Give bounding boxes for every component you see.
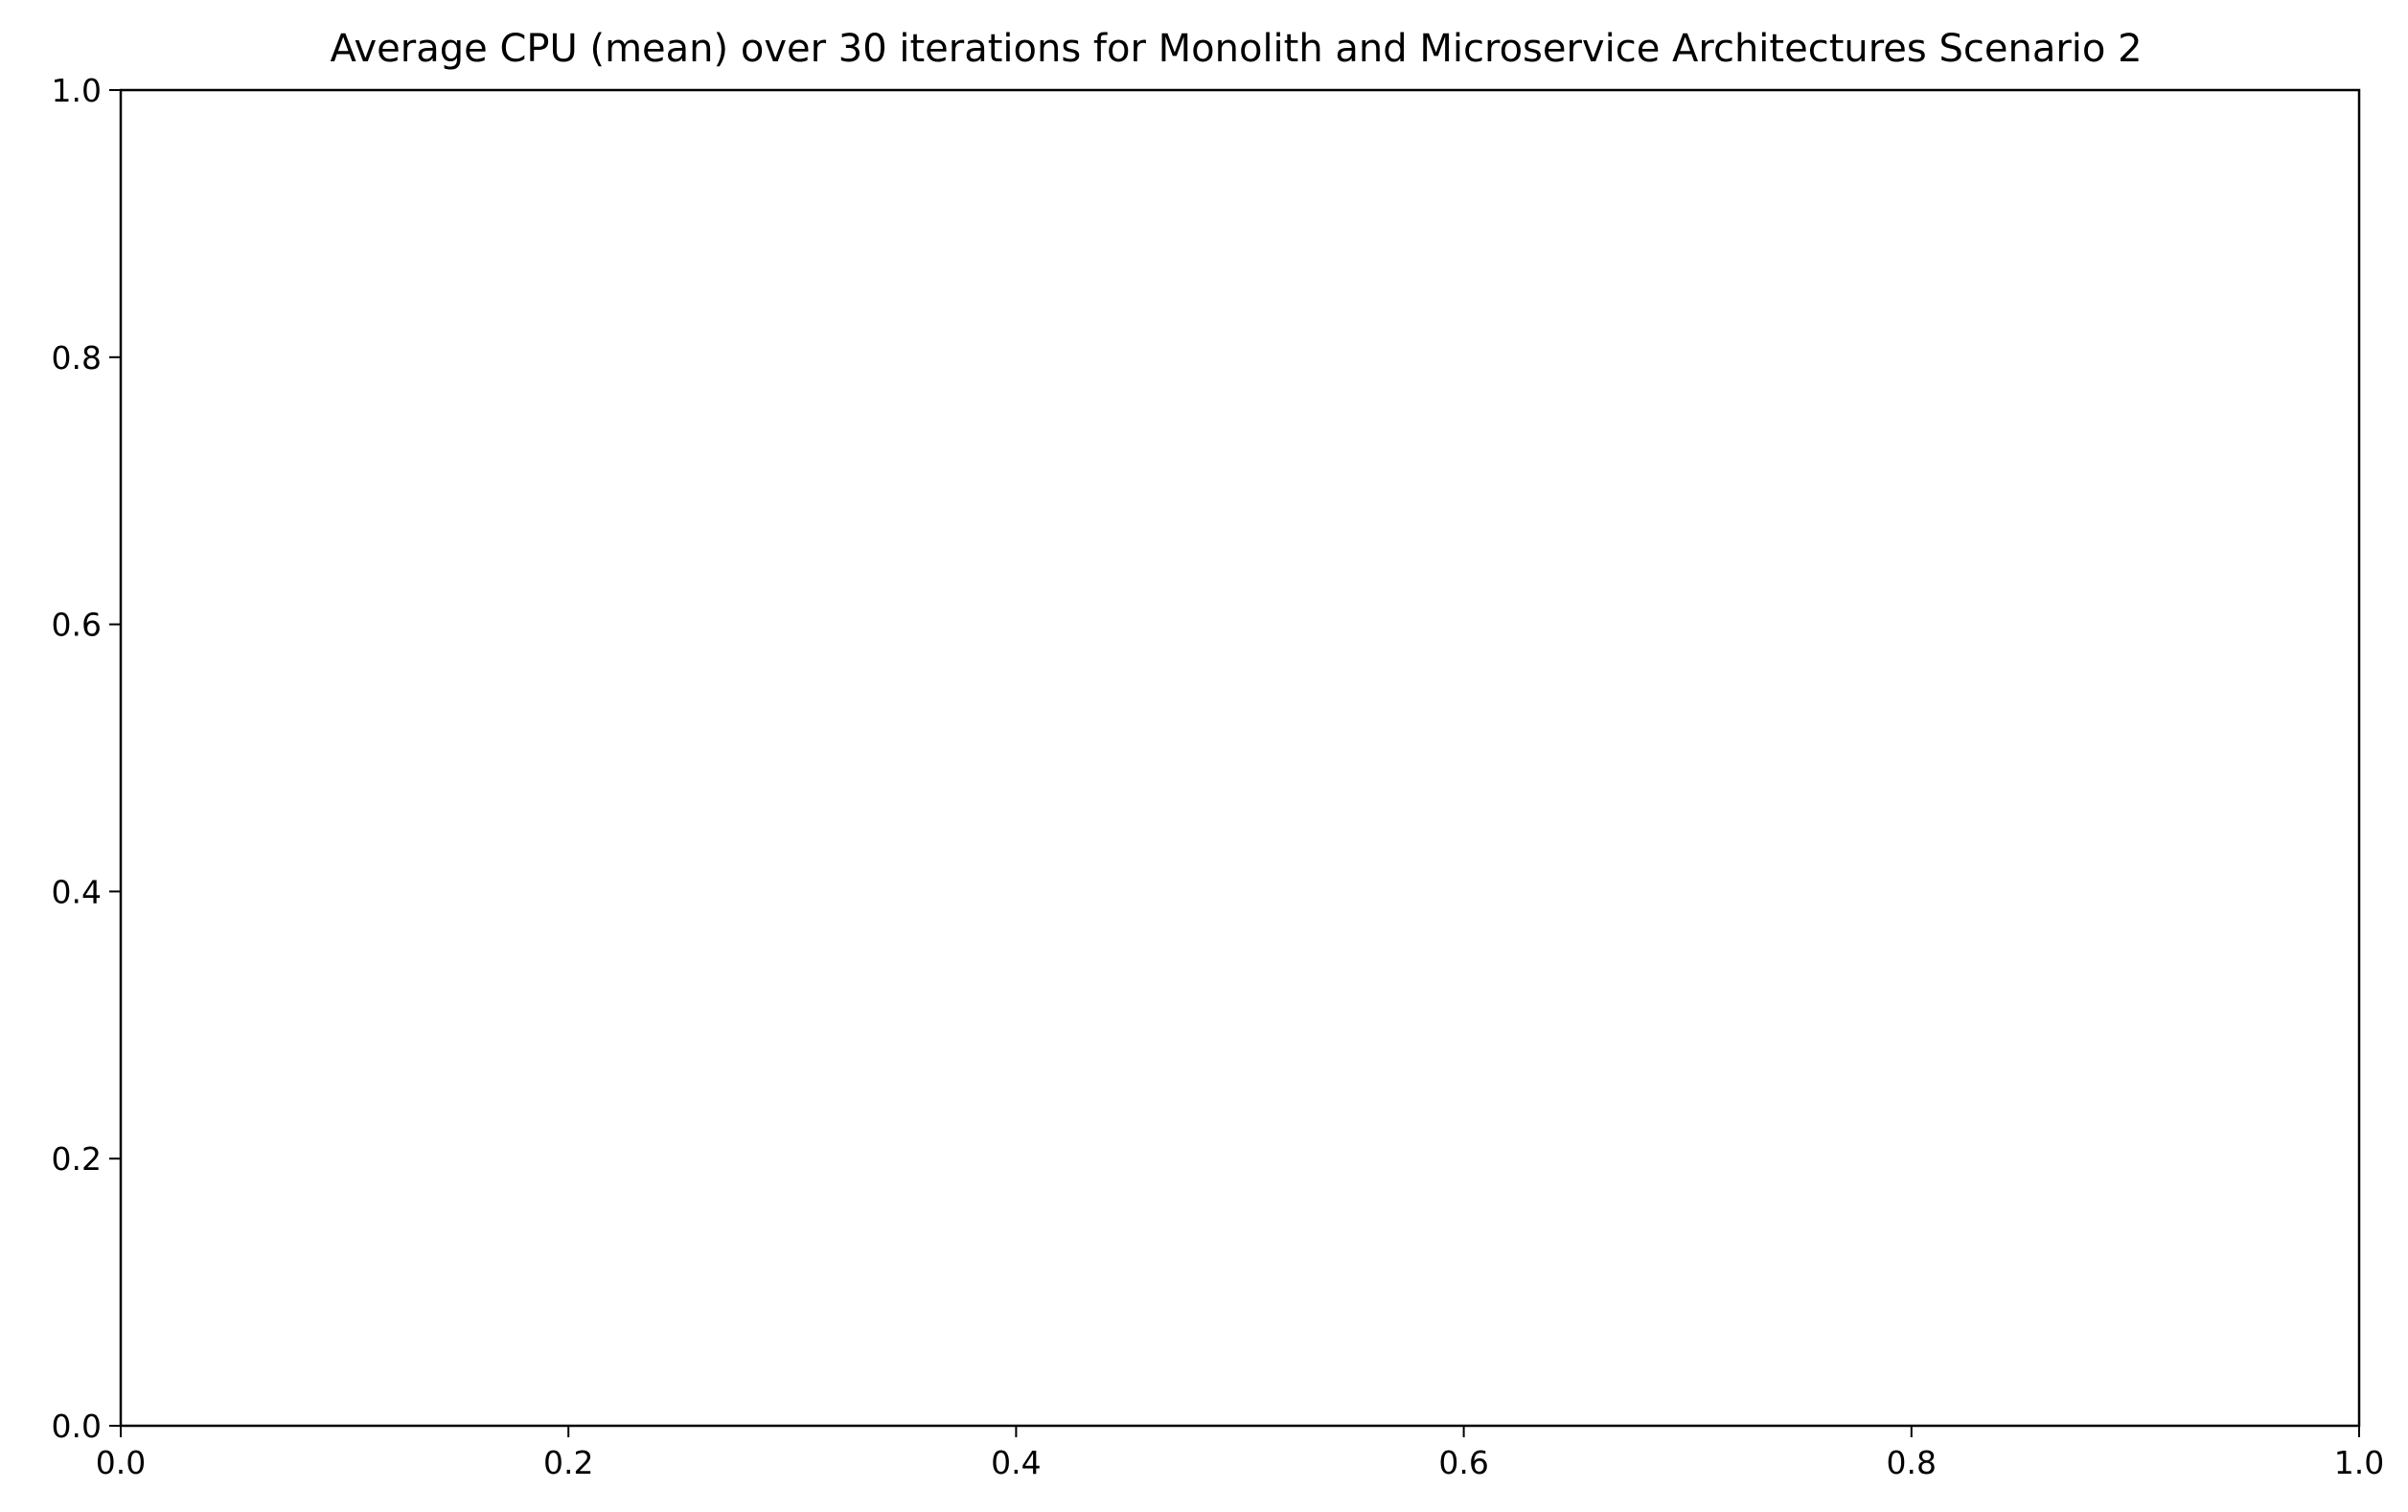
x-tick-label: 0.2 (543, 1444, 593, 1481)
x-tick-label: 1.0 (2334, 1444, 2384, 1481)
x-tick-label: 0.6 (1438, 1444, 1488, 1481)
y-axis: 0.0 0.2 0.4 0.6 0.8 1.0 (52, 72, 121, 1445)
y-tick-label: 0.8 (52, 339, 102, 377)
y-tick-label: 1.0 (52, 72, 102, 109)
y-tick-label: 0.6 (52, 607, 102, 644)
y-tick-label: 0.4 (52, 873, 102, 910)
x-axis: 0.0 0.2 0.4 0.6 0.8 1.0 (96, 1426, 2384, 1481)
y-tick-label: 0.0 (52, 1408, 102, 1445)
x-tick-label: 0.4 (991, 1444, 1041, 1481)
y-tick-label: 0.2 (52, 1140, 102, 1178)
x-tick-label: 0.8 (1887, 1444, 1937, 1481)
plot-area-frame (119, 88, 2361, 1428)
chart-title: Average CPU (mean) over 30 iterations fo… (330, 27, 2142, 71)
x-tick-label: 0.0 (96, 1444, 146, 1481)
